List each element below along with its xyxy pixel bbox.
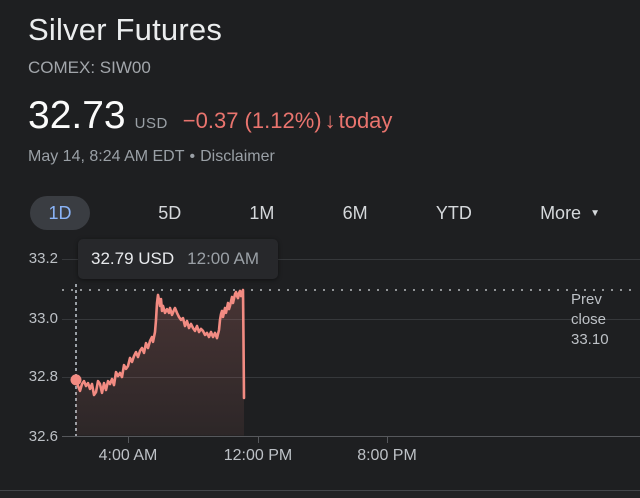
tooltip-price: 32.79 USD xyxy=(91,249,175,268)
tab-1d[interactable]: 1D xyxy=(30,196,90,230)
chevron-down-icon: ▼ xyxy=(590,207,600,219)
quote-row: 32.73 USD −0.37 (1.12%) ↓ today xyxy=(28,94,392,138)
change-period: today xyxy=(338,108,393,133)
price-line xyxy=(74,288,246,400)
x-tick-label: 12:00 PM xyxy=(223,447,293,464)
x-tick-label: 4:00 AM xyxy=(98,447,158,464)
x-tick xyxy=(258,436,259,443)
more-label: More xyxy=(540,202,582,223)
x-tick xyxy=(128,436,129,443)
tab-6m[interactable]: 6M xyxy=(342,202,368,223)
price-area-fill xyxy=(76,290,244,436)
gridline-33-0 xyxy=(62,319,640,320)
change-value: −0.37 (1.12%) xyxy=(182,108,322,133)
more-button[interactable]: More ▼ xyxy=(540,203,600,224)
quote-meta: May 14, 8:24 AM EDT • Disclaimer xyxy=(28,148,275,166)
hover-point-dot xyxy=(70,374,82,386)
current-price: 32.73 xyxy=(28,94,126,137)
exchange-label: COMEX: SIW00 xyxy=(28,58,151,77)
y-tick-label: 33.0 xyxy=(28,310,58,327)
page-title: Silver Futures xyxy=(28,12,223,47)
bottom-divider xyxy=(0,490,640,491)
tooltip-time: 12:00 AM xyxy=(187,249,259,268)
y-tick-label: 32.6 xyxy=(28,428,58,445)
footer-strip xyxy=(0,491,640,498)
x-axis-line xyxy=(62,436,640,437)
tab-5d[interactable]: 5D xyxy=(158,202,182,223)
prev-close-line xyxy=(62,289,638,291)
crosshair-line xyxy=(75,284,77,436)
x-tick-label: 8:00 PM xyxy=(357,447,417,464)
x-tick xyxy=(387,436,388,443)
y-tick-label: 32.8 xyxy=(28,368,58,385)
prev-close-label: Prev close 33.10 xyxy=(571,291,609,348)
down-arrow-icon: ↓ xyxy=(324,108,336,133)
chart-tooltip: 32.79 USD 12:00 AM xyxy=(78,239,278,279)
range-tab-bar: 1D 5D 1M 6M YTD More ▼ xyxy=(30,196,600,230)
bullet-separator: • xyxy=(189,148,196,165)
price-change: −0.37 (1.12%) ↓ today xyxy=(183,108,393,134)
gridline-32-8 xyxy=(62,377,640,378)
gridline-33-2 xyxy=(62,259,640,260)
tab-1m[interactable]: 1M xyxy=(249,202,275,223)
y-tick-label: 33.2 xyxy=(28,250,58,267)
currency-label: USD xyxy=(134,115,168,132)
disclaimer-link[interactable]: Disclaimer xyxy=(200,148,275,165)
timestamp: May 14, 8:24 AM EDT xyxy=(28,148,185,165)
tab-ytd[interactable]: YTD xyxy=(435,202,472,223)
